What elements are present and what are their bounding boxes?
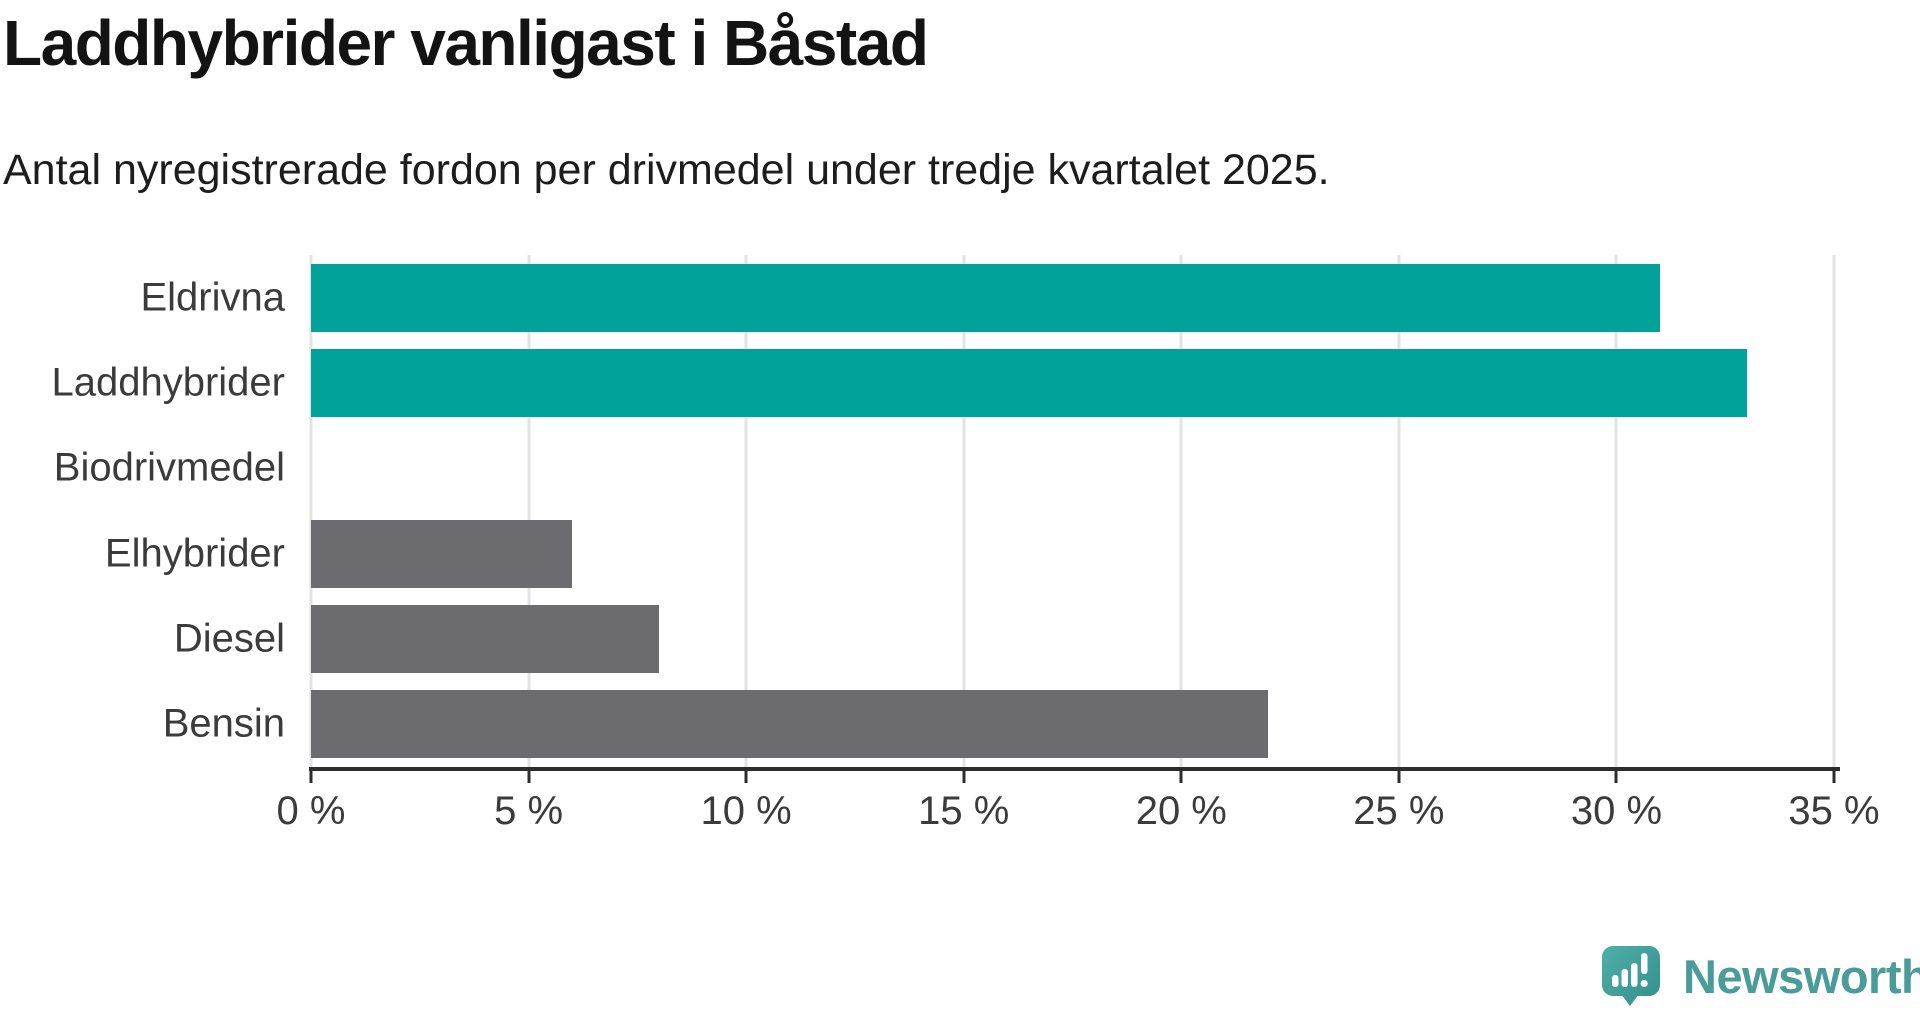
grid-line — [527, 255, 531, 767]
bar-row: Biodrivmedel — [54, 426, 1834, 511]
axis-tick-label: 20 % — [1135, 789, 1227, 833]
axis-tick-label: 15 % — [918, 789, 1010, 833]
bar-row: Elhybrider — [105, 511, 1834, 596]
chart-subtitle: Antal nyregistrerade fordon per drivmede… — [3, 146, 1330, 194]
newsworthy-wordmark: Newsworthy — [1683, 949, 1920, 1003]
axis-tick — [309, 770, 313, 783]
axis-tick — [1397, 770, 1401, 783]
bar — [311, 519, 573, 588]
bar-row: Diesel — [174, 596, 1834, 681]
grid-line — [309, 255, 313, 767]
axis-tick — [1614, 770, 1618, 783]
category-label: Laddhybrider — [51, 360, 286, 405]
bar — [311, 604, 660, 673]
grid-line — [744, 255, 748, 767]
bar-row: Bensin — [163, 682, 1834, 767]
axis-tick — [527, 770, 531, 783]
grid-line — [1397, 255, 1401, 767]
grid-line — [1179, 255, 1183, 767]
axis-tick-label: 5 % — [494, 789, 564, 833]
category-label: Elhybrider — [104, 531, 285, 576]
x-axis-line — [309, 767, 1840, 771]
axis-tick-label: 10 % — [700, 789, 792, 833]
axis-tick — [744, 770, 748, 783]
category-label: Eldrivna — [140, 275, 285, 320]
axis-tick — [962, 770, 966, 783]
newsworthy-logo: Newsworthy — [1600, 944, 1920, 1008]
newsworthy-logo-icon — [1602, 946, 1660, 1006]
plot-area: Eldrivna Laddhybrider Biodrivmedel Elhybrid… — [52, 255, 1836, 767]
grid-line — [962, 255, 966, 767]
grid-line — [1614, 255, 1618, 767]
axis-tick — [1832, 770, 1836, 783]
bar-rows: Eldrivna Laddhybrider Biodrivmedel Elhybrid… — [52, 255, 1834, 767]
bar — [311, 263, 1660, 332]
category-label: Biodrivmedel — [53, 445, 285, 490]
category-label: Bensin — [162, 701, 285, 746]
axis-tick-label: 35 % — [1788, 789, 1880, 833]
axis-tick-label: 30 % — [1570, 789, 1663, 833]
grid-line — [1832, 255, 1836, 767]
bar — [311, 348, 1747, 417]
axis-tick-label: 0 % — [276, 789, 346, 833]
chart-title: Laddhybrider vanligast i Båstad — [3, 7, 929, 79]
axis-tick — [1179, 770, 1183, 783]
bar-row: Laddhybrider — [52, 340, 1834, 425]
axis-tick-label: 25 % — [1353, 789, 1445, 833]
bar — [311, 690, 1269, 759]
bar-row: Eldrivna — [140, 255, 1834, 340]
category-label: Diesel — [173, 616, 285, 661]
